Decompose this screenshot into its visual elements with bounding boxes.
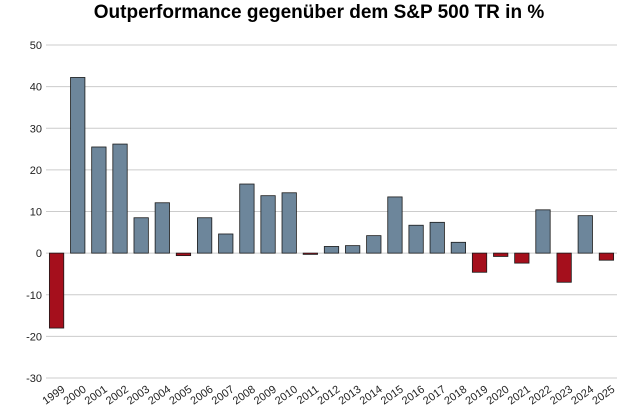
y-tick-label: 10 — [30, 207, 42, 219]
bar-2013 — [345, 245, 361, 254]
bar-2015 — [387, 196, 403, 254]
x-axis-tick-labels: 1999200020012002200320042005200620072008… — [40, 384, 617, 408]
bar-2000 — [70, 77, 86, 254]
bar-2020 — [493, 252, 509, 257]
bar-2009 — [260, 195, 276, 254]
bar-2006 — [197, 217, 213, 254]
bar-2022 — [535, 209, 551, 254]
bar-2023 — [556, 252, 572, 283]
y-tick-label: 40 — [30, 82, 42, 94]
y-tick-label: 0 — [36, 248, 42, 260]
bar-2025 — [598, 252, 615, 261]
bar-1999 — [48, 252, 65, 329]
bar-2012 — [323, 246, 340, 254]
y-tick-label: -10 — [26, 290, 42, 302]
bars — [48, 77, 615, 329]
bar-2014 — [366, 235, 382, 254]
bar-2002 — [112, 143, 128, 254]
bar-2004 — [154, 202, 170, 254]
x-tick-label: 2025 — [590, 384, 617, 408]
bar-2007 — [218, 233, 234, 254]
y-axis-tick-labels: 50 40 30 20 10 0 -10 -20 -30 — [26, 40, 42, 385]
y-tick-label: -20 — [26, 331, 42, 343]
bar-2001 — [91, 146, 107, 254]
bar-2010 — [281, 192, 297, 254]
bar-2008 — [239, 183, 255, 254]
y-tick-label: 50 — [30, 40, 42, 52]
bar-2018 — [450, 241, 466, 254]
y-tick-label: 30 — [30, 123, 42, 135]
bar-2005 — [175, 252, 192, 257]
bar-2017 — [429, 221, 445, 254]
bar-2021 — [514, 252, 530, 264]
bar-2019 — [471, 252, 488, 273]
bar-2011 — [302, 252, 318, 255]
bar-2003 — [133, 217, 149, 254]
chart-title: Outperformance gegenüber dem S&P 500 TR … — [93, 2, 545, 23]
gridlines — [46, 44, 617, 379]
y-tick-label: -30 — [26, 373, 42, 385]
bar-2024 — [577, 215, 593, 254]
y-tick-label: 20 — [30, 165, 42, 177]
bar-2016 — [408, 224, 424, 254]
